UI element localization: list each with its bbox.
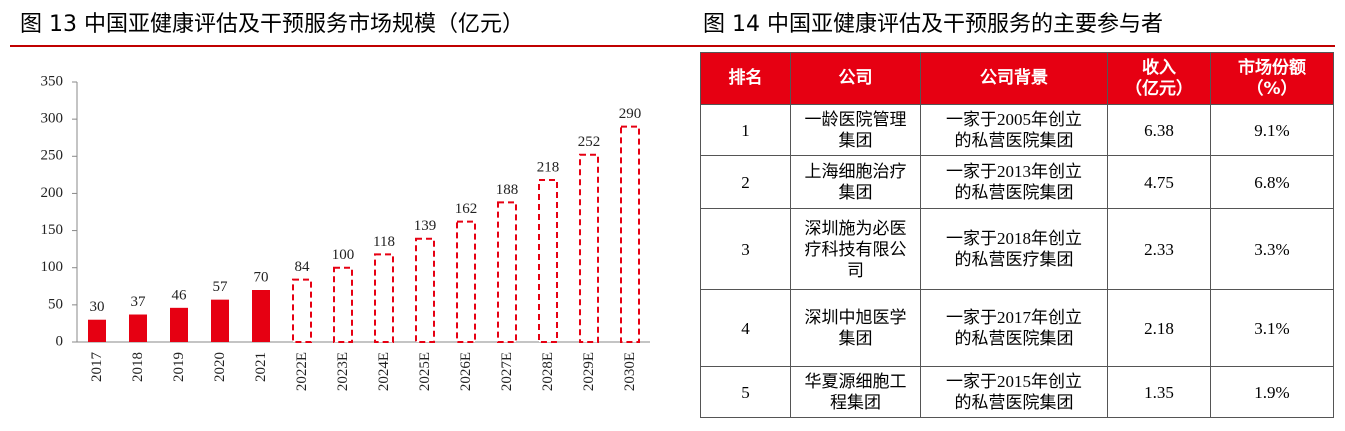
bar bbox=[88, 319, 106, 342]
bar bbox=[211, 299, 229, 342]
header-cell: 排名 bbox=[700, 52, 791, 105]
table-cell: 1 bbox=[700, 104, 791, 156]
table-row: 4 深圳中旭医学 集团 一家于2017年创立 的私营医院集团 2.18 3.1% bbox=[700, 289, 1334, 367]
header-cell: 收入 （亿元） bbox=[1107, 52, 1211, 105]
table-cell: 1.35 bbox=[1107, 366, 1211, 418]
x-tick-label: 2019 bbox=[171, 352, 187, 382]
bar bbox=[415, 237, 435, 343]
y-tick-label: 350 bbox=[41, 73, 64, 89]
y-tick-label: 0 bbox=[56, 333, 64, 349]
table-cell: 4.75 bbox=[1107, 155, 1211, 209]
x-tick-label: 2027E bbox=[499, 352, 515, 391]
value-label: 37 bbox=[131, 294, 147, 310]
table-cell: 9.1% bbox=[1210, 104, 1334, 156]
x-tick-label: 2021 bbox=[253, 352, 269, 382]
x-tick-label: 2017 bbox=[89, 352, 105, 383]
bar bbox=[292, 278, 312, 344]
bar bbox=[129, 314, 147, 342]
y-tick-label: 50 bbox=[48, 296, 63, 312]
header-cell: 公司 bbox=[790, 52, 921, 105]
header-cell: 公司背景 bbox=[920, 52, 1108, 105]
table-cell: 1.9% bbox=[1210, 366, 1334, 418]
bar bbox=[579, 153, 599, 343]
table-cell: 上海细胞治疗 集团 bbox=[790, 155, 921, 209]
chart: 0 50 100 150 200 250 300 350 2017 30 2018 37 2019 46 2… bbox=[41, 73, 650, 391]
bar bbox=[333, 266, 353, 344]
x-tick-label: 2018 bbox=[130, 352, 146, 382]
table-title: 图 14 中国亚健康评估及干预服务的主要参与者 bbox=[703, 12, 1163, 37]
header-cell: 市场份额 （%） bbox=[1210, 52, 1334, 105]
value-label: 46 bbox=[172, 287, 188, 303]
table-cell: 2 bbox=[700, 155, 791, 209]
x-tick-label: 2028E bbox=[540, 352, 556, 391]
table-row: 2 上海细胞治疗 集团 一家于2013年创立 的私营医院集团 4.75 6.8% bbox=[700, 155, 1334, 209]
table-cell: 一家于2015年创立 的私营医院集团 bbox=[920, 366, 1108, 418]
bar bbox=[170, 307, 188, 342]
table-cell: 一家于2018年创立 的私营医疗集团 bbox=[920, 208, 1108, 290]
table-cell: 6.38 bbox=[1107, 104, 1211, 156]
table-cell: 一家于2013年创立 的私营医院集团 bbox=[920, 155, 1108, 209]
value-label: 100 bbox=[332, 247, 355, 263]
value-label: 252 bbox=[578, 134, 601, 150]
table-cell: 2.33 bbox=[1107, 208, 1211, 290]
y-tick-label: 250 bbox=[41, 148, 64, 164]
value-label: 139 bbox=[414, 218, 437, 234]
x-tick-label: 2030E bbox=[622, 352, 638, 391]
bar bbox=[456, 220, 476, 344]
x-tick-label: 2020 bbox=[212, 352, 228, 382]
bar bbox=[620, 125, 640, 343]
title-rule bbox=[655, 45, 1335, 47]
x-tick-label: 2024E bbox=[376, 352, 392, 391]
table-row: 1 一龄医院管理 集团 一家于2005年创立 的私营医院集团 6.38 9.1% bbox=[700, 104, 1334, 156]
y-tick-label: 100 bbox=[41, 259, 64, 275]
table-cell: 6.8% bbox=[1210, 155, 1334, 209]
bar bbox=[538, 179, 558, 343]
y-tick-label: 200 bbox=[41, 185, 64, 201]
title-rule bbox=[10, 45, 655, 47]
table-cell: 深圳施为必医 疗科技有限公 司 bbox=[790, 208, 921, 290]
x-tick-label: 2026E bbox=[458, 352, 474, 391]
chart-title: 图 13 中国亚健康评估及干预服务市场规模（亿元） bbox=[20, 12, 524, 37]
table-cell: 3 bbox=[700, 208, 791, 290]
value-label: 218 bbox=[537, 159, 560, 175]
value-label: 118 bbox=[373, 234, 395, 250]
value-label: 84 bbox=[295, 259, 311, 275]
table-cell: 一家于2005年创立 的私营医院集团 bbox=[920, 104, 1108, 156]
table-cell: 一家于2017年创立 的私营医院集团 bbox=[920, 289, 1108, 367]
value-label: 57 bbox=[213, 279, 229, 295]
x-tick-label: 2025E bbox=[417, 352, 433, 391]
y-tick-label: 150 bbox=[41, 222, 64, 238]
table-cell: 华夏源细胞工 程集团 bbox=[790, 366, 921, 418]
participants-table: 排名 公司 公司背景 收入 （亿元） 市场份额 （%） 1 一龄医院管理 集团 一家于2005… bbox=[700, 52, 1334, 418]
table-row: 5 华夏源细胞工 程集团 一家于2015年创立 的私营医院集团 1.35 1.9% bbox=[700, 366, 1334, 418]
table-cell: 4 bbox=[700, 289, 791, 367]
bar bbox=[374, 253, 394, 343]
value-label: 70 bbox=[254, 269, 269, 285]
value-label: 162 bbox=[455, 201, 478, 217]
x-tick-label: 2023E bbox=[335, 352, 351, 391]
header-row: 排名 公司 公司背景 收入 （亿元） 市场份额 （%） bbox=[700, 52, 1334, 105]
value-label: 290 bbox=[619, 106, 642, 122]
bar bbox=[497, 201, 517, 343]
value-label: 30 bbox=[90, 299, 105, 315]
table-cell: 3.1% bbox=[1210, 289, 1334, 367]
table-cell: 一龄医院管理 集团 bbox=[790, 104, 921, 156]
x-tick-label: 2029E bbox=[581, 352, 597, 391]
value-label: 188 bbox=[496, 182, 519, 198]
table-cell: 3.3% bbox=[1210, 208, 1334, 290]
x-tick-label: 2022E bbox=[294, 352, 310, 391]
bar bbox=[252, 290, 270, 342]
y-tick-label: 300 bbox=[41, 111, 64, 127]
table-cell: 深圳中旭医学 集团 bbox=[790, 289, 921, 367]
table-cell: 5 bbox=[700, 366, 791, 418]
table-cell: 2.18 bbox=[1107, 289, 1211, 367]
table-row: 3 深圳施为必医 疗科技有限公 司一家于2018年创立 的私营医疗集团 2.33 3.… bbox=[700, 208, 1334, 290]
